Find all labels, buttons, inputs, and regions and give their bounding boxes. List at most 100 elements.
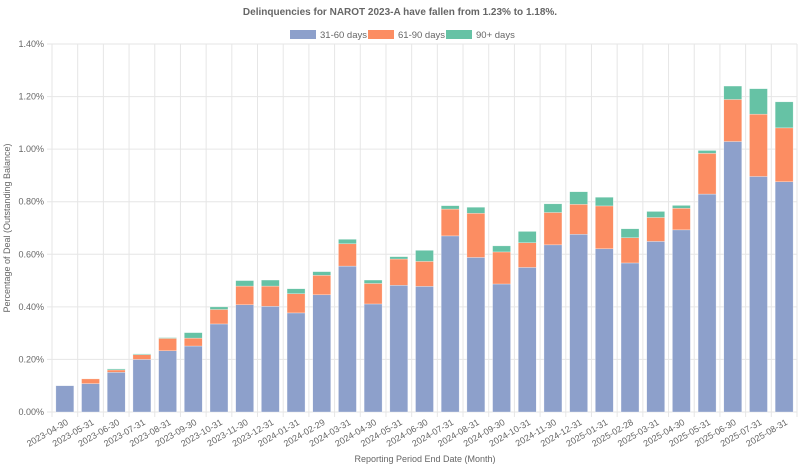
bar-61-90-days-2024-02-29 bbox=[312, 275, 331, 296]
bar-31-60-days-2025-05-31 bbox=[697, 193, 717, 413]
bar-90-days-2024-03-31 bbox=[338, 239, 357, 245]
bar-61-90-days-2023-08-31 bbox=[158, 338, 177, 352]
bar-31-60-days-2024-08-31 bbox=[466, 257, 486, 413]
bar-61-90-days-2024-04-30 bbox=[363, 283, 383, 305]
legend-swatch bbox=[368, 30, 394, 39]
bar-31-60-days-2025-03-31 bbox=[646, 241, 665, 413]
bar-31-60-days-2023-07-31 bbox=[132, 359, 152, 413]
bar-31-60-days-2024-07-31 bbox=[440, 235, 460, 413]
bar-61-90-days-2025-05-31 bbox=[697, 153, 717, 195]
bar-90-days-2025-03-31 bbox=[646, 211, 665, 218]
bar-61-90-days-2024-12-31 bbox=[569, 204, 588, 235]
bar-90-days-2023-12-31 bbox=[261, 279, 280, 287]
x-axis-title: Reporting Period End Date (Month) bbox=[354, 454, 495, 464]
bar-90-days-2025-08-31 bbox=[774, 101, 794, 129]
bar-61-90-days-2024-07-31 bbox=[440, 208, 460, 237]
y-axis-title: Percentage of Deal (Outstanding Balance) bbox=[2, 143, 12, 312]
bar-31-60-days-2024-01-31 bbox=[286, 312, 306, 413]
bar-90-days-2023-08-31 bbox=[158, 337, 177, 339]
bar-31-60-days-2023-08-31 bbox=[158, 350, 177, 413]
bar-61-90-days-2024-10-31 bbox=[518, 242, 537, 268]
x-axis-ticks: 2023-04-302023-05-312023-06-302023-07-31… bbox=[25, 417, 789, 449]
bar-31-60-days-2024-05-31 bbox=[389, 285, 409, 413]
bar-61-90-days-2025-04-30 bbox=[672, 208, 691, 231]
bar-31-60-days-2024-11-30 bbox=[543, 244, 563, 413]
y-tick-label: 0.60% bbox=[18, 249, 44, 259]
bar-31-60-days-2023-09-30 bbox=[184, 345, 203, 413]
bar-90-days-2024-05-31 bbox=[389, 256, 409, 260]
bar-61-90-days-2025-02-28 bbox=[620, 237, 640, 264]
bar-90-days-2024-02-29 bbox=[312, 271, 331, 276]
bar-31-60-days-2023-05-31 bbox=[81, 383, 100, 413]
bar-31-60-days-2024-12-31 bbox=[569, 234, 588, 413]
y-tick-label: 1.00% bbox=[18, 144, 44, 154]
bar-61-90-days-2025-03-31 bbox=[646, 217, 665, 242]
bar-90-days-2023-07-31 bbox=[132, 353, 152, 355]
bar-90-days-2025-02-28 bbox=[620, 228, 640, 238]
bar-61-90-days-2024-03-31 bbox=[338, 243, 357, 267]
bar-90-days-2024-10-31 bbox=[518, 231, 537, 243]
bar-31-60-days-2023-11-30 bbox=[235, 304, 254, 413]
bar-90-days-2023-09-30 bbox=[184, 332, 203, 339]
bar-31-60-days-2024-09-30 bbox=[492, 283, 511, 413]
bar-31-60-days-2023-10-31 bbox=[209, 323, 229, 413]
bar-61-90-days-2024-09-30 bbox=[492, 251, 511, 285]
bar-90-days-2025-05-31 bbox=[697, 150, 717, 154]
legend-swatch bbox=[446, 30, 472, 39]
bar-61-90-days-2023-11-30 bbox=[235, 285, 254, 306]
bar-31-60-days-2024-10-31 bbox=[518, 267, 537, 413]
bar-31-60-days-2025-01-31 bbox=[595, 248, 614, 413]
bar-61-90-days-2024-08-31 bbox=[466, 213, 486, 258]
bar-31-60-days-2024-03-31 bbox=[338, 265, 357, 413]
legend-label[interactable]: 31-60 days bbox=[320, 30, 367, 41]
bar-61-90-days-2023-09-30 bbox=[184, 337, 203, 347]
bar-90-days-2024-11-30 bbox=[543, 203, 563, 213]
bar-90-days-2023-11-30 bbox=[235, 280, 254, 287]
bar-31-60-days-2023-06-30 bbox=[106, 372, 126, 413]
bar-90-days-2025-01-31 bbox=[595, 196, 614, 207]
bar-90-days-2023-10-31 bbox=[209, 306, 229, 310]
bar-31-60-days-2025-08-31 bbox=[774, 181, 794, 413]
bar-31-60-days-2024-02-29 bbox=[312, 294, 331, 413]
bar-90-days-2025-04-30 bbox=[672, 205, 691, 209]
bar-90-days-2024-06-30 bbox=[415, 250, 434, 262]
y-tick-label: 0.00% bbox=[18, 407, 44, 417]
bar-31-60-days-2024-06-30 bbox=[415, 286, 434, 413]
y-axis-ticks: 0.00% 0.20% 0.40% 0.60% 0.80% 1.00% 1.20% 1.40% bbox=[18, 39, 44, 417]
bar-61-90-days-2025-08-31 bbox=[774, 127, 794, 182]
bar-90-days-2025-07-31 bbox=[749, 88, 768, 115]
legend-label[interactable]: 61-90 days bbox=[398, 30, 445, 41]
bars bbox=[55, 85, 794, 413]
y-tick-label: 1.40% bbox=[18, 39, 44, 49]
bar-61-90-days-2024-11-30 bbox=[543, 212, 563, 246]
bar-61-90-days-2023-10-31 bbox=[209, 309, 229, 325]
bar-90-days-2024-07-31 bbox=[440, 205, 460, 210]
y-tick-label: 0.40% bbox=[18, 302, 44, 312]
bar-31-60-days-2025-04-30 bbox=[672, 229, 691, 413]
bar-31-60-days-2025-06-30 bbox=[723, 141, 743, 413]
bar-31-60-days-2024-04-30 bbox=[363, 303, 383, 413]
legend: 31-60 days 61-90 days 90+ days bbox=[290, 30, 515, 41]
bar-90-days-2023-06-30 bbox=[106, 368, 126, 371]
bar-31-60-days-2023-12-31 bbox=[261, 306, 280, 413]
gridlines bbox=[47, 43, 798, 417]
y-tick-label: 1.20% bbox=[18, 92, 44, 102]
bar-31-60-days-2025-07-31 bbox=[749, 176, 768, 413]
bar-61-90-days-2023-07-31 bbox=[132, 354, 152, 360]
bar-61-90-days-2024-01-31 bbox=[286, 293, 306, 314]
bar-61-90-days-2023-06-30 bbox=[106, 369, 126, 373]
bar-90-days-2024-04-30 bbox=[363, 279, 383, 284]
legend-swatch bbox=[290, 30, 316, 39]
legend-label[interactable]: 90+ days bbox=[476, 30, 515, 41]
bar-61-90-days-2025-01-31 bbox=[595, 205, 614, 250]
bar-31-60-days-2025-02-28 bbox=[620, 262, 640, 413]
bar-90-days-2024-12-31 bbox=[569, 191, 588, 205]
bar-90-days-2025-06-30 bbox=[723, 85, 743, 100]
bar-61-90-days-2025-06-30 bbox=[723, 99, 743, 142]
bar-31-60-days-2023-04-30 bbox=[55, 385, 75, 413]
bar-61-90-days-2023-12-31 bbox=[261, 285, 280, 307]
bar-61-90-days-2023-05-31 bbox=[81, 378, 100, 384]
bar-90-days-2024-09-30 bbox=[492, 245, 511, 253]
bar-61-90-days-2024-06-30 bbox=[415, 261, 434, 287]
